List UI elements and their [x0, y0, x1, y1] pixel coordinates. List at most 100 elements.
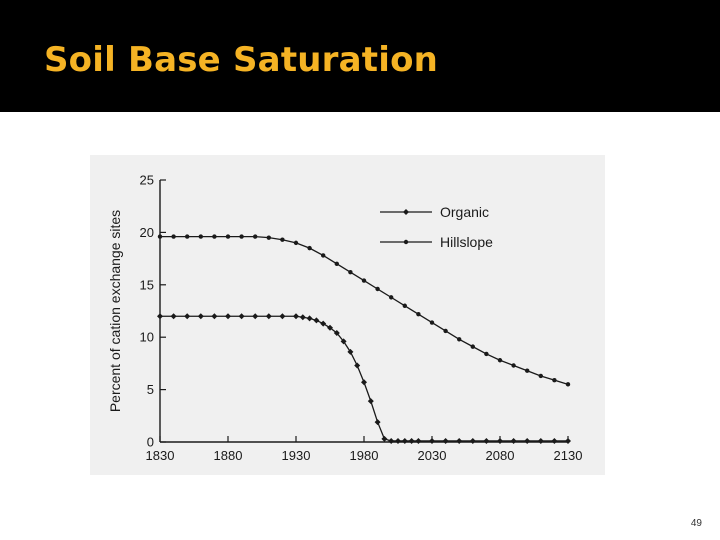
data-point	[388, 437, 395, 444]
slide-title: Soil Base Saturation	[44, 40, 439, 80]
data-point	[266, 235, 271, 240]
x-tick-label: 1830	[146, 448, 175, 463]
data-point	[416, 311, 421, 317]
data-point	[307, 245, 312, 251]
data-point	[238, 313, 245, 320]
data-point	[415, 437, 422, 444]
data-point	[184, 313, 191, 320]
data-point	[170, 313, 177, 320]
data-point	[197, 313, 204, 320]
data-point	[565, 437, 571, 444]
x-tick-label: 2030	[418, 448, 447, 463]
data-point	[524, 437, 531, 444]
data-point	[484, 351, 489, 357]
data-point	[551, 437, 558, 444]
series-hillslope	[157, 234, 571, 387]
data-point	[348, 270, 353, 275]
data-point	[334, 261, 339, 267]
data-point	[212, 234, 217, 239]
data-point	[395, 437, 401, 444]
y-tick-label: 5	[147, 382, 154, 397]
data-point	[537, 437, 544, 444]
data-point	[225, 234, 231, 239]
data-point	[225, 313, 231, 320]
data-point	[321, 253, 326, 258]
data-point	[408, 437, 415, 444]
y-tick-label: 0	[147, 435, 154, 450]
data-point	[525, 368, 530, 373]
data-point	[374, 419, 381, 426]
data-point	[265, 313, 272, 320]
y-axis-label: Percent of cation exchange sites	[107, 210, 123, 412]
data-point	[565, 382, 571, 387]
chart-series-layer	[157, 234, 571, 444]
x-tick-label: 2080	[486, 448, 515, 463]
data-point	[443, 328, 448, 334]
data-point	[367, 398, 374, 405]
data-point	[483, 437, 490, 444]
x-tick-label: 1880	[214, 448, 243, 463]
data-point	[320, 320, 327, 327]
data-point	[279, 313, 286, 320]
data-point	[456, 437, 463, 444]
legend-label-organic: Organic	[440, 204, 489, 220]
data-point	[333, 330, 340, 337]
series-organic	[157, 313, 571, 444]
y-tick-label: 25	[140, 173, 154, 188]
data-point	[381, 435, 388, 442]
data-point	[361, 278, 367, 283]
data-point	[470, 344, 475, 349]
legend-marker-organic	[403, 209, 409, 215]
data-point	[375, 286, 380, 292]
data-point	[552, 377, 557, 383]
data-point	[293, 240, 299, 246]
data-point	[253, 234, 258, 239]
title-bar: Soil Base Saturation	[0, 0, 720, 112]
data-point	[511, 363, 516, 368]
data-point	[354, 362, 361, 369]
data-point	[280, 237, 285, 242]
data-point	[306, 315, 313, 322]
data-point	[252, 313, 259, 320]
data-point	[442, 437, 449, 444]
data-point	[171, 234, 176, 239]
y-tick-label: 10	[140, 330, 154, 345]
data-point	[429, 320, 435, 325]
data-point	[313, 317, 320, 324]
data-point	[497, 437, 503, 444]
y-tick-label: 15	[140, 277, 154, 292]
data-point	[299, 314, 306, 321]
data-point	[347, 348, 354, 355]
data-point	[469, 437, 476, 444]
x-tick-label: 2130	[554, 448, 583, 463]
series-line-hillslope	[160, 235, 569, 385]
y-tick-label: 20	[140, 225, 154, 240]
chart-svg: 0 5 10 15 20 25 1830 1880 1930 1980 2030 2080 2130 Pe…	[107, 173, 582, 464]
data-point	[239, 234, 244, 239]
data-point	[157, 313, 163, 320]
data-point	[340, 338, 347, 345]
data-point	[497, 358, 503, 363]
chart-figure: 0 5 10 15 20 25 1830 1880 1930 1980 2030 2080 2130 Pe…	[90, 155, 605, 475]
data-point	[510, 437, 517, 444]
data-point	[389, 295, 394, 300]
series-line-organic	[160, 315, 568, 442]
chart-legend: Organic Hillslope	[380, 204, 493, 250]
data-point	[457, 337, 462, 342]
page-number: 49	[690, 518, 702, 529]
legend-label-hillslope: Hillslope	[440, 234, 493, 250]
data-point	[361, 379, 367, 386]
data-point	[327, 324, 333, 331]
data-point	[198, 234, 203, 239]
data-point	[211, 313, 218, 320]
data-point	[401, 437, 408, 444]
chart-axes: 0 5 10 15 20 25 1830 1880 1930 1980 2030 2080 2130 Pe…	[107, 173, 582, 464]
data-point	[402, 303, 407, 308]
data-point	[157, 234, 163, 239]
data-point	[538, 373, 543, 379]
data-point	[185, 234, 190, 239]
data-point	[429, 437, 435, 444]
x-tick-label: 1930	[282, 448, 311, 463]
x-tick-label: 1980	[350, 448, 379, 463]
data-point	[293, 313, 299, 320]
